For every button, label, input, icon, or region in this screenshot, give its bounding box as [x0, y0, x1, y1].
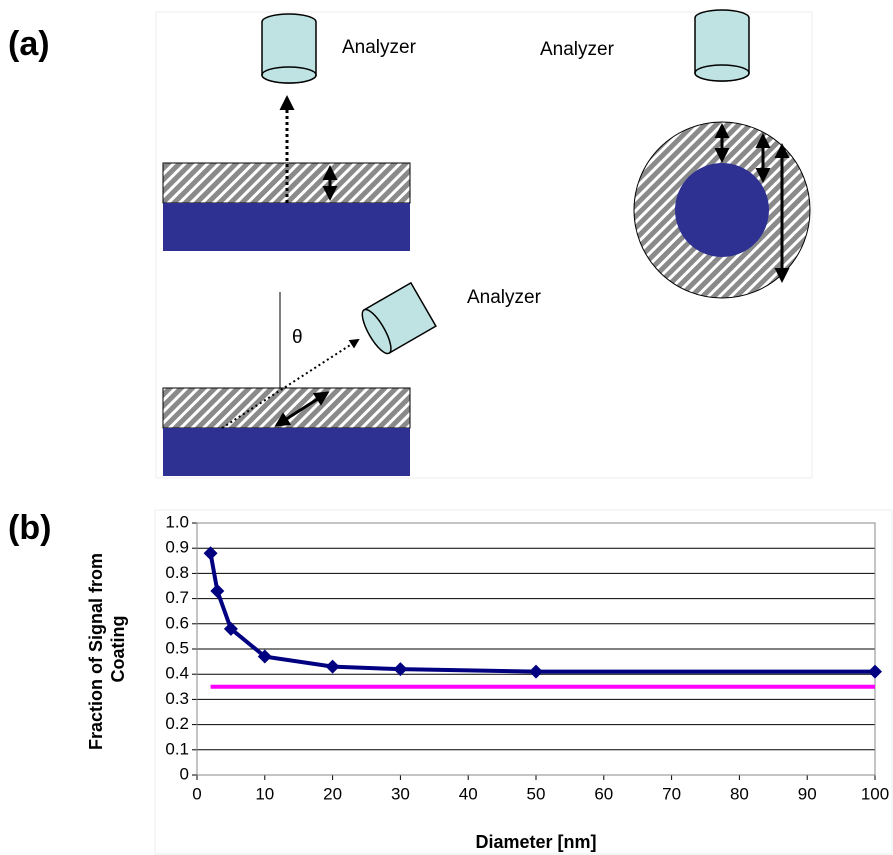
x-tick-label: 30: [391, 784, 410, 803]
x-tick-label: 60: [594, 784, 613, 803]
analyzer-label: Analyzer: [342, 37, 417, 58]
x-tick-label: 40: [459, 784, 478, 803]
x-tick-label: 70: [662, 784, 681, 803]
y-axis-title: Fraction of Signal from Coating: [86, 548, 128, 750]
y-tick-label: 0.3: [165, 689, 189, 708]
y-tick-label: 0.9: [165, 538, 189, 557]
coating-layer: [163, 388, 410, 428]
analyzer-icon: [695, 10, 749, 81]
x-tick-label: 0: [192, 784, 201, 803]
analyzer-label: Analyzer: [467, 287, 542, 308]
figure: (a) (b) Analyzer Analyzer θ Analyz: [0, 0, 893, 855]
x-tick-label: 10: [255, 784, 274, 803]
angle-label: θ: [292, 327, 303, 348]
panel-label: (b): [8, 509, 51, 547]
y-tick-label: 0.7: [165, 588, 189, 607]
y-tick-label: 1.0: [165, 512, 189, 531]
x-tick-label: 100: [861, 784, 889, 803]
page: {"diagram": {"label": "(a)", "analyzers"…: [0, 0, 893, 855]
y-tick-label: 0.4: [165, 664, 189, 683]
panel-label: (a): [8, 25, 50, 63]
x-tick-label: 90: [798, 784, 817, 803]
diagram: Analyzer Analyzer θ Analyzer: [156, 10, 812, 478]
x-tick-label: 50: [527, 784, 546, 803]
y-tick-label: 0.2: [165, 714, 189, 733]
y-tick-label: 0.5: [165, 638, 189, 657]
analyzer-icon: [262, 14, 316, 83]
core: [675, 163, 769, 257]
x-axis-title: Diameter [nm]: [475, 832, 596, 852]
y-tick-label: 0.6: [165, 613, 189, 632]
analyzer-label: Analyzer: [540, 39, 615, 60]
substrate: [163, 203, 410, 251]
chart: 0 0.1 0.2 0.3 0.4 0.5 0.6 0.7 0.8 0.9 1.0 0 10 20 30 40…: [86, 510, 892, 854]
x-tick-label: 80: [730, 784, 749, 803]
y-tick-label: 0: [180, 764, 189, 783]
x-tick-label: 20: [323, 784, 342, 803]
y-tick-label: 0.8: [165, 563, 189, 582]
substrate: [163, 428, 410, 476]
y-tick-label: 0.1: [165, 739, 189, 758]
